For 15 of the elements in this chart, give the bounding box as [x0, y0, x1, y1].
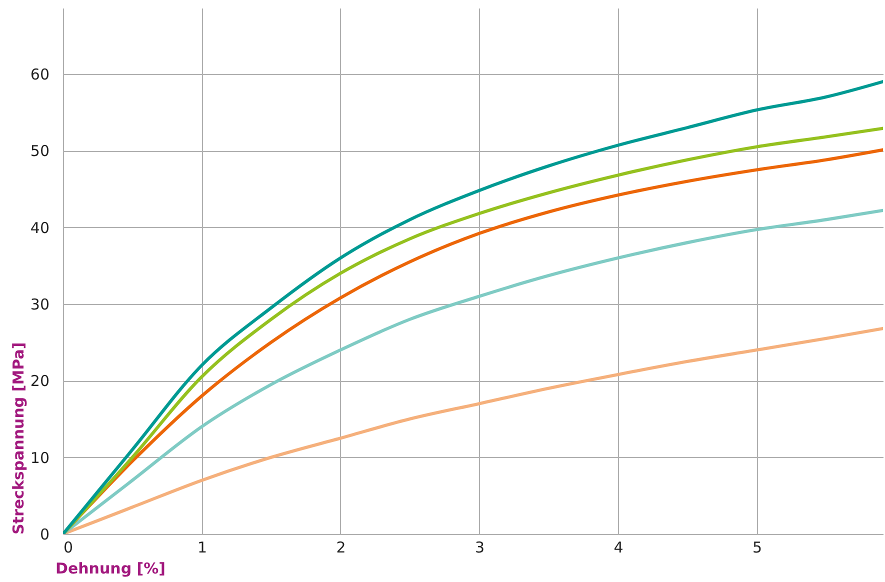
y-tick-label: 60 — [30, 65, 50, 84]
x-axis-title: Dehnung [%] — [56, 560, 166, 578]
y-tick-label: 40 — [30, 218, 50, 237]
y-tick-label: 0 — [40, 526, 50, 544]
y-tick-label: 20 — [30, 372, 50, 390]
x-tick-label: 3 — [474, 538, 485, 556]
x-tick-label: 0 — [64, 538, 74, 556]
x-tick-label: 4 — [614, 538, 624, 556]
y-tick-label: 10 — [30, 448, 50, 467]
y-tick-label: 30 — [30, 295, 50, 314]
x-tick-label: 5 — [752, 538, 762, 556]
y-tick-label: 50 — [30, 142, 50, 160]
x-tick-label: 2 — [336, 538, 346, 556]
y-axis-title: Streckspannung [MPa] — [9, 342, 28, 534]
x-tick-label: 1 — [197, 538, 208, 556]
